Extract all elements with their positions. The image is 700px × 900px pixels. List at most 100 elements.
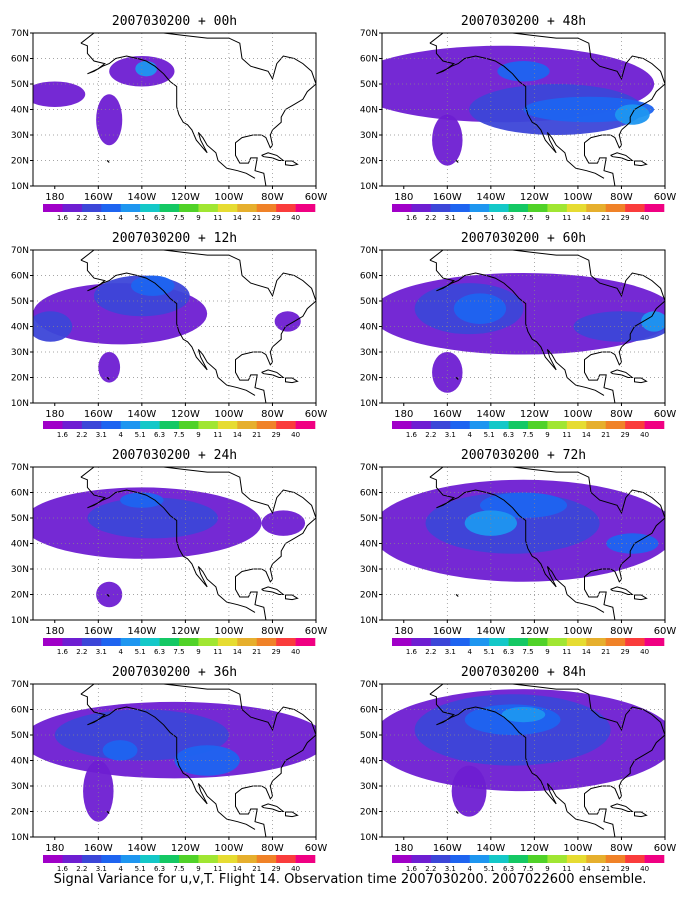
x-tick-label: 100W <box>214 843 243 854</box>
colorbar-swatch <box>101 421 122 429</box>
colorbar-swatch <box>450 421 471 429</box>
y-tick-label: 60N <box>360 706 378 716</box>
grid <box>33 467 316 620</box>
y-tick-label: 50N <box>11 514 29 524</box>
colorbar-label: 7.5 <box>522 431 533 439</box>
map-background <box>33 33 316 186</box>
colorbar-swatch <box>179 204 199 212</box>
coastline-hawaii <box>106 594 110 597</box>
grid <box>382 467 665 620</box>
coastline-east <box>80 33 316 186</box>
colorbar-swatch <box>392 204 412 212</box>
coastline-hispaniola <box>634 377 648 384</box>
x-tick-label: 120W <box>171 192 200 203</box>
y-tick-label: 60N <box>360 272 378 282</box>
x-tick-label: 120W <box>171 409 200 420</box>
colorbar-label: 14 <box>233 214 242 222</box>
colorbar-label: 11 <box>213 648 222 656</box>
colorbar-label: 1.6 <box>57 865 69 873</box>
figure-caption: Signal Variance for u,v,T. Flight 14. Ob… <box>53 872 647 887</box>
coastline-east <box>80 250 316 403</box>
y-tick-label: 10N <box>360 182 378 192</box>
y-tick-label: 20N <box>11 808 29 818</box>
y-tick-label: 20N <box>11 157 29 167</box>
y-tick-label: 40N <box>360 106 378 116</box>
colorbar-swatch <box>198 421 219 429</box>
y-tick-label: 50N <box>360 80 378 90</box>
colorbar-swatch <box>198 855 219 863</box>
y-tick-label: 20N <box>360 808 378 818</box>
colorbar-label: 40 <box>291 214 300 222</box>
x-tick-label: 160W <box>84 626 113 637</box>
colorbar-label: 6.3 <box>503 214 514 222</box>
colorbar-label: 2.2 <box>76 431 87 439</box>
x-tick-label: 80W <box>610 843 633 854</box>
colorbar-swatch <box>566 421 587 429</box>
colorbar-label: 5.1 <box>135 214 146 222</box>
colorbar-label: 9 <box>196 648 200 656</box>
x-tick-label: 120W <box>171 626 200 637</box>
x-tick-label: 100W <box>563 843 592 854</box>
colorbar-swatch <box>469 855 490 863</box>
x-tick-label: 160W <box>433 192 462 203</box>
colorbar-label: 4 <box>118 648 123 656</box>
panel-title: 2007030200 + 84h <box>461 665 586 680</box>
y-tick-label: 30N <box>11 565 29 575</box>
y-tick-label: 20N <box>360 591 378 601</box>
x-tick-label: 60W <box>654 843 677 854</box>
variance-field <box>382 272 665 393</box>
y-tick-label: 60N <box>11 489 29 499</box>
coastline-hispaniola <box>634 811 648 818</box>
colorbar-label: 21 <box>252 648 261 656</box>
colorbar-swatch <box>644 638 665 646</box>
colorbar-swatch <box>411 204 432 212</box>
coastline-hawaii <box>455 811 459 814</box>
colorbar-swatch <box>237 204 258 212</box>
colorbar-swatch <box>120 855 141 863</box>
colorbar-swatch <box>159 638 180 646</box>
colorbar-swatch <box>469 204 490 212</box>
colorbar-swatch <box>605 855 626 863</box>
coastline <box>429 684 665 837</box>
colorbar-swatch <box>295 638 316 646</box>
coastline <box>80 250 316 403</box>
colorbar-label: 5.1 <box>135 865 146 873</box>
colorbar-swatch <box>586 638 607 646</box>
colorbar-label: 11 <box>562 648 571 656</box>
y-tick-label: 60N <box>11 55 29 65</box>
colorbar-label: 7.5 <box>173 865 184 873</box>
coastline-east <box>80 467 316 620</box>
colorbar: 1.6 2.2 3.1 4 5.1 6.3 7.5 9 11 14 21 29 40 <box>43 204 316 222</box>
variance-contour <box>96 94 123 146</box>
colorbar-swatch <box>411 638 432 646</box>
colorbar-swatch <box>644 204 665 212</box>
x-tick-label: 60W <box>305 843 328 854</box>
colorbar-swatch <box>140 638 160 646</box>
colorbar-swatch <box>450 204 471 212</box>
y-tick-label: 40N <box>11 540 29 550</box>
variance-field <box>33 55 175 146</box>
colorbar-swatch <box>217 638 238 646</box>
colorbar-swatch <box>547 204 568 212</box>
colorbar-label: 5.1 <box>135 648 146 656</box>
colorbar: 1.6 2.2 3.1 4 5.1 6.3 7.5 9 11 14 21 29 40 <box>43 855 316 873</box>
colorbar-label: 29 <box>621 214 630 222</box>
colorbar-swatch <box>81 855 102 863</box>
x-tick-label: 120W <box>520 192 549 203</box>
colorbar-swatch <box>469 638 490 646</box>
colorbar-swatch <box>81 421 102 429</box>
y-tick-label: 10N <box>11 182 29 192</box>
colorbar-label: 5.1 <box>135 431 146 439</box>
colorbar: 1.6 2.2 3.1 4 5.1 6.3 7.5 9 11 14 21 29 40 <box>392 421 665 439</box>
colorbar-label: 29 <box>621 865 630 873</box>
colorbar-swatch <box>411 855 432 863</box>
x-tick-label: 180 <box>45 626 64 637</box>
x-tick-label: 60W <box>305 626 328 637</box>
colorbar-swatch <box>256 638 277 646</box>
y-tick-label: 30N <box>360 565 378 575</box>
colorbar-label: 7.5 <box>522 865 533 873</box>
y-tick-label: 40N <box>11 106 29 116</box>
x-tick-label: 160W <box>433 843 462 854</box>
y-tick-label: 10N <box>360 399 378 409</box>
